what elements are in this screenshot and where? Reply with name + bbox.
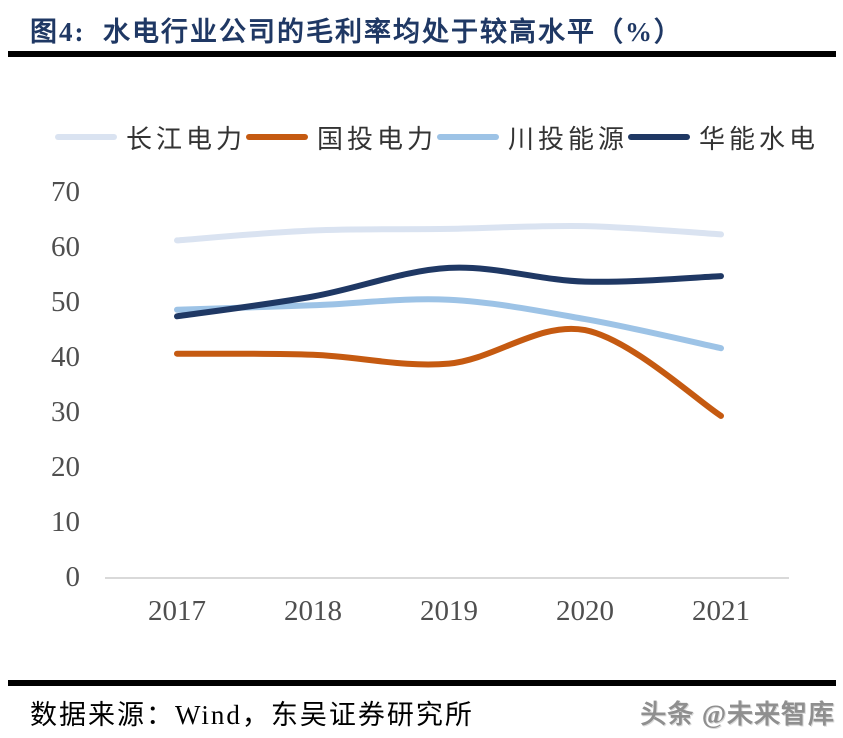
y-axis-tick-label: 70 <box>51 176 80 208</box>
chart-legend: 长江电力 国投电力 川投能源 华能水电 <box>55 116 815 158</box>
series-line-川投能源 <box>174 296 724 352</box>
legend-line-swatch <box>437 134 500 140</box>
legend-item-guotou: 国投电力 <box>246 119 437 156</box>
y-axis-tick-label: 30 <box>51 396 80 428</box>
legend-label: 川投能源 <box>508 124 629 154</box>
series-line-国投电力 <box>174 325 724 419</box>
x-axis-tick-label: 2020 <box>556 595 614 627</box>
footer-divider-rule <box>8 680 836 686</box>
title-divider-rule <box>8 51 836 57</box>
series-line-华能水电 <box>174 264 724 320</box>
y-axis-tick-label: 50 <box>51 286 80 318</box>
data-source-note: 数据来源：Wind，东吴证券研究所 <box>30 700 474 730</box>
y-axis-tick-label: 60 <box>51 231 80 263</box>
x-axis-tick-label: 2018 <box>284 595 342 627</box>
y-axis-tick-label: 0 <box>65 561 81 593</box>
y-axis-tick-label: 20 <box>51 451 80 483</box>
legend-item-huaneng: 华能水电 <box>628 119 819 156</box>
legend-line-swatch <box>628 134 691 140</box>
y-axis-tick-label: 40 <box>51 341 80 373</box>
legend-label: 国投电力 <box>317 124 438 154</box>
chart-title: 图4: 水电行业公司的毛利率均处于较高水平（%） <box>30 17 683 47</box>
legend-item-chuantou: 川投能源 <box>437 119 628 156</box>
legend-label: 华能水电 <box>699 124 820 154</box>
legend-label: 长江电力 <box>126 124 247 154</box>
legend-line-swatch <box>246 134 309 140</box>
x-axis-tick-label: 2017 <box>148 595 206 627</box>
legend-line-swatch <box>55 134 117 140</box>
y-axis-tick-label: 10 <box>51 506 80 538</box>
legend-item-changjiang: 长江电力 <box>55 119 246 156</box>
toutiao-watermark: 头条 @未来智库 <box>640 700 835 729</box>
x-axis-tick-label: 2021 <box>692 595 750 627</box>
x-axis-tick-label: 2019 <box>420 595 478 627</box>
series-line-长江电力 <box>174 222 724 244</box>
